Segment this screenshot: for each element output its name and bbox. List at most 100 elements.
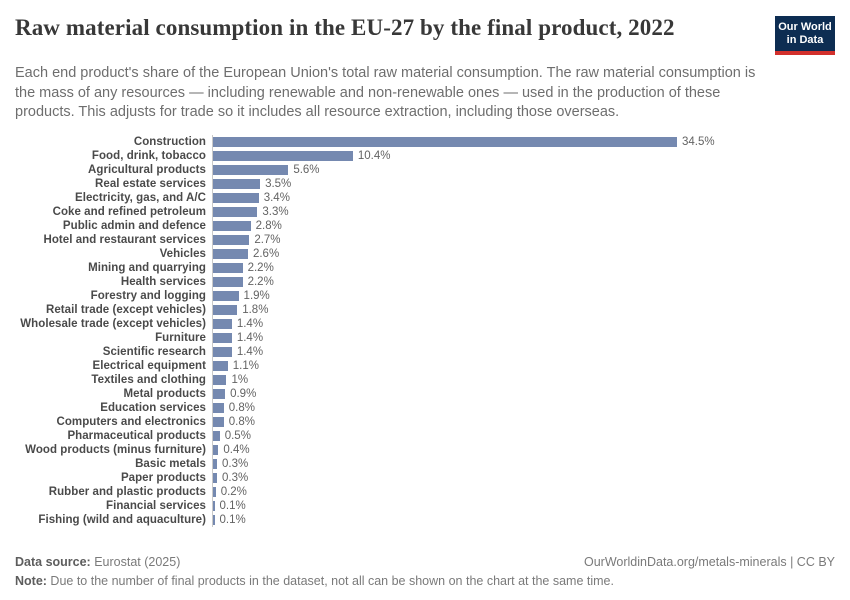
bar-track: 3.4%	[212, 190, 835, 205]
bar-track: 1.1%	[212, 358, 835, 373]
bar[interactable]	[213, 514, 215, 525]
bar[interactable]	[213, 402, 224, 413]
bar-track: 0.9%	[212, 386, 835, 401]
value-label: 1.4%	[236, 345, 264, 358]
bar-track: 0.8%	[212, 414, 835, 429]
bar-track: 2.2%	[212, 274, 835, 289]
chart-row: Scientific research 1.4%	[15, 344, 835, 359]
bar-track: 0.8%	[212, 400, 835, 415]
bar[interactable]	[213, 500, 215, 511]
bar-track: 1.9%	[212, 288, 835, 303]
value-label: 2.2%	[247, 275, 274, 288]
value-label: 0.8%	[228, 415, 255, 428]
value-label: 1.4%	[236, 331, 264, 344]
bar[interactable]	[213, 444, 219, 455]
attribution-link[interactable]: OurWorldinData.org/metals-minerals | CC …	[583, 555, 835, 569]
category-label: Retail trade (except vehicles)	[45, 303, 206, 316]
bar-track: 0.1%	[212, 512, 835, 527]
bar[interactable]	[213, 304, 238, 315]
value-label: 1.1%	[232, 359, 259, 372]
category-label: Mining and quarrying	[88, 261, 206, 274]
chart-row: Textiles and clothing 1%	[15, 372, 835, 387]
chart-row: Education services 0.8%	[15, 400, 835, 415]
category-label: Textiles and clothing	[91, 373, 206, 386]
owid-logo[interactable]: Our World in Data	[775, 16, 835, 55]
chart-row: Construction 34.5%	[15, 134, 835, 149]
bar[interactable]	[213, 346, 232, 357]
bar[interactable]	[213, 360, 228, 371]
value-label: 5.6%	[293, 163, 320, 176]
category-label: Wholesale trade (except vehicles)	[20, 317, 206, 330]
bar[interactable]	[213, 192, 259, 203]
value-label: 0.2%	[220, 485, 247, 498]
owid-logo-stripe	[775, 51, 835, 55]
bar[interactable]	[213, 262, 243, 273]
value-label: 10.4%	[357, 149, 391, 162]
bar[interactable]	[213, 234, 250, 245]
bar[interactable]	[213, 458, 218, 469]
category-label: Fishing (wild and aquaculture)	[38, 513, 206, 526]
bar[interactable]	[213, 290, 239, 301]
owid-logo-box: Our World in Data	[775, 16, 835, 51]
chart-row: Computers and electronics 0.8%	[15, 414, 835, 429]
bar-track: 2.8%	[212, 218, 835, 233]
category-label: Basic metals	[135, 457, 206, 470]
value-label: 3.4%	[263, 191, 290, 204]
bar[interactable]	[213, 416, 224, 427]
chart-row: Financial services 0.1%	[15, 498, 835, 513]
value-label: 0.1%	[219, 499, 246, 512]
bar[interactable]	[213, 388, 226, 399]
bar[interactable]	[213, 318, 232, 329]
chart-row: Basic metals 0.3%	[15, 456, 835, 471]
category-label: Scientific research	[102, 345, 206, 358]
bar[interactable]	[213, 332, 232, 343]
bar[interactable]	[213, 220, 251, 231]
value-label: 0.3%	[222, 471, 249, 484]
chart-row: Rubber and plastic products 0.2%	[15, 484, 835, 499]
bar-track: 0.3%	[212, 470, 835, 485]
value-label: 0.9%	[230, 387, 257, 400]
bar-track: 1%	[212, 372, 835, 387]
bar-track: 1.4%	[212, 344, 835, 359]
category-label: Construction	[133, 135, 206, 148]
chart-row: Mining and quarrying 2.2%	[15, 260, 835, 275]
data-source-value: Eurostat (2025)	[90, 555, 181, 569]
chart-row: Forestry and logging 1.9%	[15, 288, 835, 303]
chart-row: Vehicles 2.6%	[15, 246, 835, 261]
bar[interactable]	[213, 136, 677, 147]
bar-track: 1.4%	[212, 316, 835, 331]
bar[interactable]	[213, 472, 218, 483]
bar-track: 0.5%	[212, 428, 835, 443]
bar[interactable]	[213, 150, 353, 161]
category-label: Vehicles	[159, 247, 206, 260]
chart-row: Wood products (minus furniture) 0.4%	[15, 442, 835, 457]
bar-track: 3.3%	[212, 204, 835, 219]
bar[interactable]	[213, 178, 261, 189]
bar-track: 0.3%	[212, 456, 835, 471]
bar[interactable]	[213, 276, 243, 287]
bar[interactable]	[213, 486, 216, 497]
bar-track: 2.6%	[212, 246, 835, 261]
bar[interactable]	[213, 430, 220, 441]
note-label: Note:	[15, 574, 47, 588]
value-label: 2.7%	[254, 233, 281, 246]
value-label: 0.4%	[223, 443, 250, 456]
chart-row: Wholesale trade (except vehicles) 1.4%	[15, 316, 835, 331]
value-label: 1.9%	[243, 289, 270, 302]
bar-track: 2.2%	[212, 260, 835, 275]
chart-row: Food, drink, tobacco 10.4%	[15, 148, 835, 163]
bar-track: 0.4%	[212, 442, 835, 457]
chart-row: Electrical equipment 1.1%	[15, 358, 835, 373]
chart-row: Electricity, gas, and A/C 3.4%	[15, 190, 835, 205]
chart-row: Fishing (wild and aquaculture) 0.1%	[15, 512, 835, 527]
owid-logo-line1: Our World	[778, 21, 832, 33]
bar-track: 5.6%	[212, 162, 835, 177]
note-value: Due to the number of final products in t…	[46, 574, 614, 588]
bar[interactable]	[213, 374, 227, 385]
data-source-label: Data source:	[15, 555, 91, 569]
bar[interactable]	[213, 164, 289, 175]
bar[interactable]	[213, 206, 258, 217]
bar[interactable]	[213, 248, 248, 259]
category-label: Coke and refined petroleum	[52, 205, 206, 218]
bar-track: 0.1%	[212, 498, 835, 513]
